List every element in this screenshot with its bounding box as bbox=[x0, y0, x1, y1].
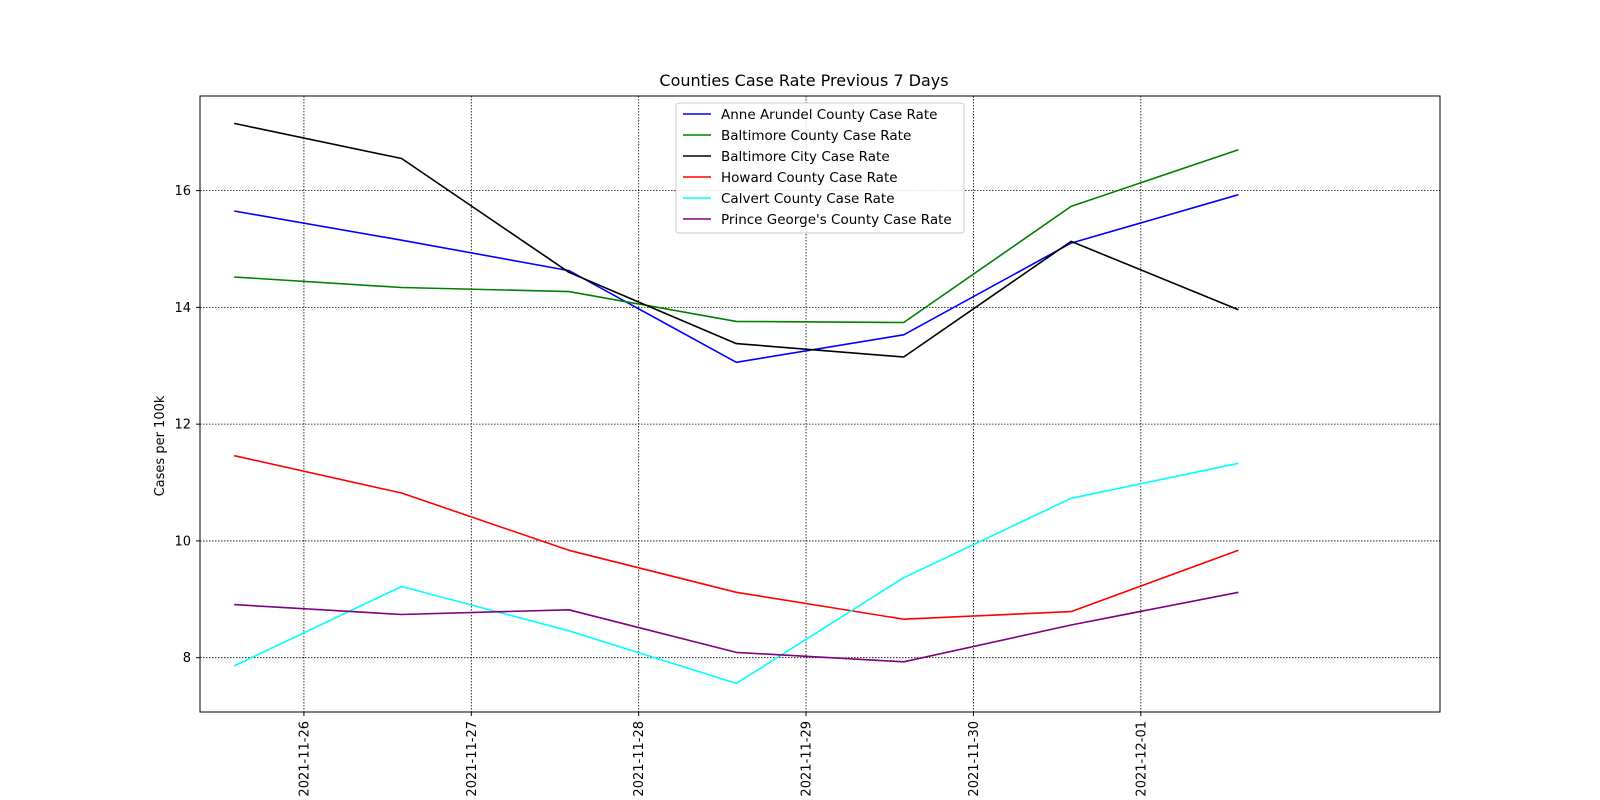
legend-box bbox=[675, 102, 965, 234]
x-tick-label: 2021-11-27 bbox=[465, 721, 480, 797]
x-tick-label: 2021-11-29 bbox=[800, 721, 815, 797]
series-line-3 bbox=[234, 454, 1239, 621]
series-line-2 bbox=[234, 122, 1239, 358]
y-tick-label: 10 bbox=[174, 534, 191, 549]
legend-label: Baltimore City Case Rate bbox=[721, 149, 890, 165]
x-tick-label: 2021-11-28 bbox=[632, 721, 647, 797]
axis-ticks: 8 10 12 14 16 2021-11-26 2021-11-27 2021-11-28 2… bbox=[174, 184, 1149, 796]
legend: Anne Arundel County Case Rate Baltimore C… bbox=[675, 102, 965, 234]
series-line-0 bbox=[234, 193, 1239, 364]
plot-frame bbox=[199, 95, 1441, 713]
y-tick-label: 8 bbox=[183, 651, 191, 666]
series-line-4 bbox=[233, 462, 1239, 685]
series-lines bbox=[233, 122, 1239, 685]
series-line-5 bbox=[234, 591, 1239, 663]
legend-label: Baltimore County Case Rate bbox=[721, 128, 911, 144]
x-tick-label: 2021-12-01 bbox=[1134, 721, 1149, 797]
y-tick-label: 16 bbox=[174, 184, 191, 199]
legend-label: Howard County Case Rate bbox=[721, 170, 898, 186]
y-tick-label: 14 bbox=[174, 301, 191, 316]
x-tick-label: 2021-11-26 bbox=[297, 721, 312, 797]
chart-title: Counties Case Rate Previous 7 Days bbox=[659, 71, 948, 90]
y-tick-label: 12 bbox=[174, 418, 191, 433]
legend-label: Anne Arundel County Case Rate bbox=[721, 107, 937, 123]
legend-label: Prince George's County Case Rate bbox=[721, 212, 952, 228]
y-axis-label: Cases per 100k bbox=[153, 395, 168, 496]
series-line-1 bbox=[234, 148, 1239, 324]
x-tick-label: 2021-11-30 bbox=[967, 721, 982, 797]
legend-label: Calvert County Case Rate bbox=[721, 191, 895, 207]
